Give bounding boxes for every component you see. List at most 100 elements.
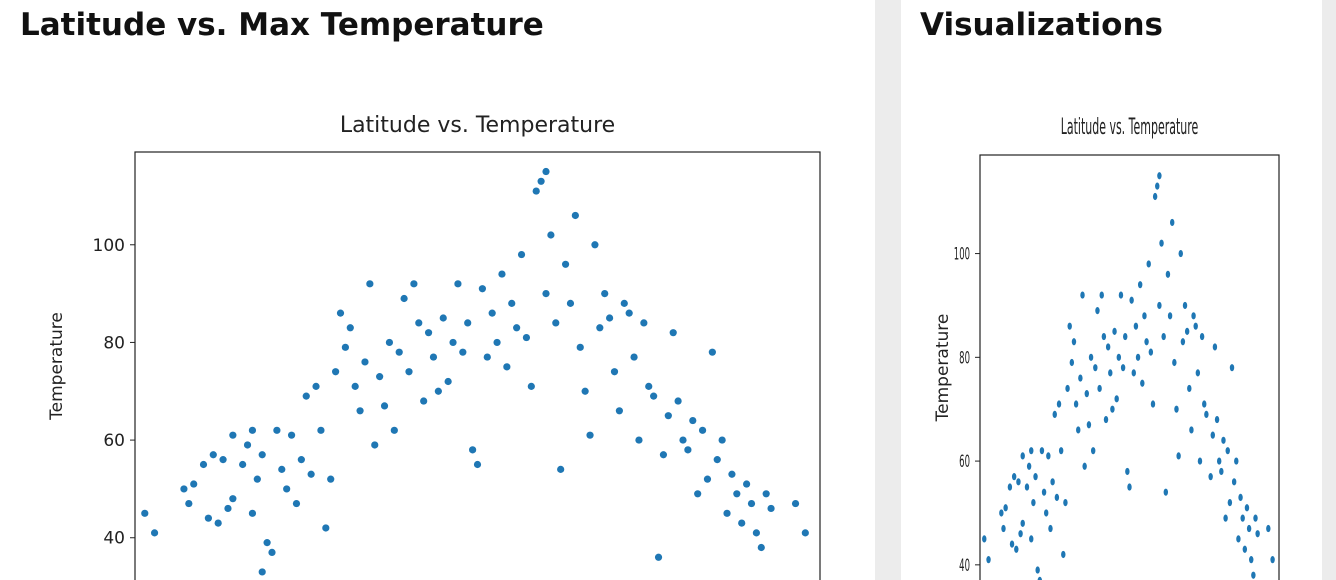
- data-point: [752, 529, 760, 537]
- data-point: [1054, 493, 1060, 501]
- data-point: [1144, 338, 1149, 346]
- data-point: [307, 470, 315, 478]
- data-point: [380, 402, 389, 410]
- data-point: [503, 363, 511, 371]
- data-point: [1266, 524, 1271, 533]
- data-point: [1014, 545, 1019, 553]
- data-point: [332, 368, 340, 376]
- data-point: [664, 412, 672, 420]
- data-point: [1172, 358, 1177, 367]
- data-point: [1253, 514, 1258, 522]
- data-point: [1208, 473, 1213, 481]
- data-point: [204, 514, 212, 522]
- data-point: [1249, 556, 1254, 564]
- data-point: [1103, 415, 1109, 424]
- data-point: [547, 231, 555, 239]
- data-point: [297, 456, 305, 464]
- data-point: [694, 490, 702, 498]
- data-point: [1099, 291, 1104, 299]
- right-panel: [901, 0, 1322, 580]
- data-point: [1193, 322, 1198, 330]
- data-point: [1255, 530, 1260, 538]
- data-point: [1270, 556, 1275, 564]
- data-point: [219, 456, 227, 464]
- data-point: [620, 299, 628, 307]
- data-point: [371, 441, 379, 449]
- data-point: [1003, 504, 1008, 512]
- data-point: [1026, 462, 1032, 470]
- data-point: [1018, 530, 1023, 538]
- data-point: [1170, 218, 1175, 227]
- data-point: [258, 451, 266, 459]
- left-panel: [0, 0, 875, 580]
- data-point: [312, 382, 320, 390]
- data-point: [1152, 192, 1158, 201]
- data-point: [1050, 478, 1055, 486]
- data-point: [1227, 498, 1233, 507]
- data-point: [708, 348, 716, 356]
- data-point: [986, 556, 991, 564]
- data-point: [1238, 493, 1243, 501]
- data-point: [278, 465, 286, 473]
- data-point: [1058, 447, 1064, 455]
- data-point: [429, 353, 438, 361]
- data-point: [1199, 332, 1205, 341]
- data-point: [1163, 488, 1169, 496]
- data-point: [1157, 172, 1162, 180]
- data-point: [1180, 338, 1186, 346]
- data-point: [1067, 322, 1072, 330]
- data-point: [1031, 498, 1036, 507]
- data-point: [982, 535, 987, 543]
- data-point: [1251, 571, 1256, 579]
- data-point: [610, 368, 619, 376]
- data-point: [1095, 307, 1100, 315]
- data-point: [679, 436, 687, 444]
- data-point: [1093, 364, 1098, 372]
- data-point: [1150, 400, 1156, 408]
- data-point: [571, 211, 579, 220]
- data-point: [214, 519, 222, 527]
- data-point: [801, 529, 809, 537]
- data-point: [464, 319, 472, 327]
- data-point: [1184, 327, 1190, 335]
- data-point: [674, 397, 682, 405]
- data-point: [1221, 436, 1226, 444]
- data-point: [1242, 545, 1248, 553]
- data-point: [738, 519, 746, 527]
- data-point: [376, 373, 384, 381]
- data-point: [640, 319, 648, 327]
- data-point: [1219, 467, 1224, 476]
- data-point: [650, 392, 658, 400]
- data-point: [478, 285, 486, 293]
- y-tick-label: 40: [103, 529, 125, 549]
- data-point: [199, 460, 208, 469]
- data-point: [1082, 462, 1087, 470]
- data-point: [1212, 343, 1218, 351]
- data-point: [410, 280, 418, 288]
- data-point: [1123, 332, 1128, 341]
- data-point: [630, 353, 638, 361]
- data-point: [1148, 348, 1154, 356]
- data-point: [791, 499, 800, 508]
- data-point: [615, 407, 623, 415]
- data-point: [1231, 478, 1237, 486]
- data-point: [248, 509, 257, 517]
- data-point: [669, 329, 677, 337]
- data-point: [596, 324, 604, 332]
- data-point: [1029, 535, 1034, 543]
- data-point: [625, 309, 633, 317]
- data-point: [385, 338, 394, 347]
- panel-heading: Latitude vs. Max Temperature: [20, 7, 544, 43]
- data-point: [150, 529, 159, 537]
- data-point: [1071, 338, 1077, 346]
- data-point: [728, 470, 736, 478]
- data-point: [532, 187, 540, 195]
- data-point: [1020, 452, 1025, 460]
- data-point: [459, 348, 467, 356]
- data-point: [1063, 498, 1068, 507]
- data-point: [488, 309, 496, 317]
- data-point: [1246, 524, 1252, 533]
- data-point: [180, 485, 188, 493]
- data-point: [757, 543, 765, 552]
